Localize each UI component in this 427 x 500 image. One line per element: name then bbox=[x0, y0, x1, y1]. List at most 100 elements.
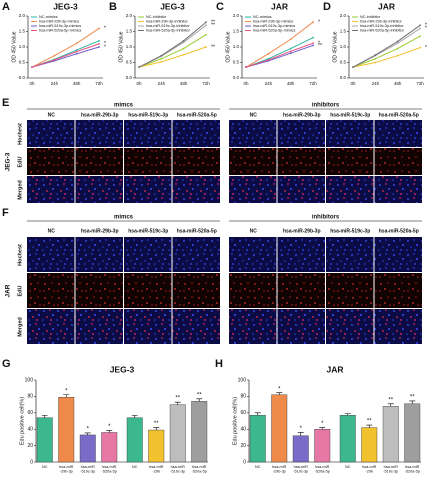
significance: ** bbox=[211, 20, 215, 26]
x-tick-label: 0h bbox=[350, 81, 356, 86]
panel-letter: A bbox=[2, 1, 10, 13]
row-label: EdU bbox=[17, 285, 23, 296]
legend-label: hsa-miR-520a-5p-mimics bbox=[39, 29, 82, 33]
micrograph bbox=[172, 273, 220, 308]
y-tick-label: 1.0 bbox=[126, 44, 133, 49]
column-label: NC bbox=[250, 228, 258, 234]
point bbox=[160, 54, 163, 57]
point bbox=[396, 54, 399, 57]
legend-label: NC-inhibitor bbox=[146, 15, 167, 19]
chart-title: JEG-3 bbox=[160, 1, 185, 11]
chart-title: JAR bbox=[271, 1, 288, 11]
column-label: hsa-miR-519c-3p bbox=[128, 228, 168, 234]
micrograph bbox=[326, 237, 374, 272]
micrograph bbox=[124, 237, 172, 272]
line bbox=[31, 40, 100, 68]
y-tick-label: 80 bbox=[240, 394, 246, 400]
micrograph bbox=[326, 309, 374, 344]
point bbox=[75, 49, 78, 51]
bar bbox=[79, 434, 96, 463]
legend-label: NC-mimics bbox=[39, 15, 58, 19]
micrograph bbox=[326, 176, 374, 203]
bar bbox=[382, 406, 399, 463]
x-tick-label: hsa-miR -29b-3p bbox=[272, 465, 286, 474]
legend-label: hsa-miR-519c-3p-inhibitor bbox=[146, 24, 190, 28]
x-tick-label: NC bbox=[132, 465, 138, 469]
error-bar bbox=[297, 432, 304, 436]
error-bar bbox=[196, 398, 203, 402]
significance: ** bbox=[154, 421, 159, 427]
point bbox=[98, 39, 100, 42]
line bbox=[138, 21, 207, 68]
panel-letter: F bbox=[2, 207, 9, 219]
micrograph bbox=[75, 148, 123, 175]
group-label: mimcs bbox=[114, 215, 134, 221]
micrograph bbox=[374, 120, 422, 147]
significance: * bbox=[321, 421, 324, 427]
y-tick-label: 0.0 bbox=[233, 75, 240, 80]
x-tick-label: 72h bbox=[309, 81, 317, 86]
y-axis-label: OD 450 Value bbox=[225, 31, 231, 62]
legend-label: hsa-miR-519c-3p-inhibitor bbox=[360, 24, 404, 28]
y-axis-label: Edu positive cell(%) bbox=[232, 397, 238, 445]
y-tick-label: 0.0 bbox=[126, 75, 133, 80]
y-tick-label: 0.0 bbox=[340, 75, 347, 80]
point bbox=[205, 21, 207, 24]
column-label: hsa-miR-520a-5p bbox=[379, 112, 419, 118]
micrograph bbox=[75, 273, 123, 308]
y-tick-label: 2.0 bbox=[126, 13, 133, 18]
micrograph bbox=[172, 237, 220, 272]
significance: ** bbox=[211, 44, 215, 50]
micrograph bbox=[75, 176, 123, 203]
y-tick-label: 1.5 bbox=[19, 29, 26, 34]
point bbox=[352, 66, 354, 69]
point bbox=[205, 46, 207, 48]
micrograph bbox=[326, 120, 374, 147]
bar bbox=[339, 415, 356, 463]
significance: ** bbox=[175, 396, 180, 402]
micrograph bbox=[229, 148, 277, 175]
column-label: hsa-miR-519c-3p bbox=[330, 112, 370, 118]
row-label: Hochest bbox=[17, 244, 23, 266]
bar bbox=[148, 429, 165, 463]
y-tick-label: 2.0 bbox=[233, 13, 240, 18]
y-tick-label: 2.0 bbox=[340, 13, 347, 18]
line bbox=[352, 24, 421, 68]
error-bar bbox=[254, 412, 261, 416]
x-tick-label: hsa-miR -519c-3p bbox=[383, 465, 398, 474]
x-tick-label: hsa-miR -520a-5p bbox=[102, 465, 117, 474]
panel-letter: D bbox=[323, 1, 331, 13]
y-tick-label: 1.0 bbox=[340, 44, 347, 49]
point bbox=[289, 38, 292, 41]
micrograph bbox=[277, 120, 325, 147]
point bbox=[289, 50, 292, 53]
bar bbox=[292, 435, 309, 463]
legend-label: NC-mimics bbox=[253, 15, 272, 19]
point bbox=[75, 52, 78, 55]
point bbox=[419, 27, 421, 30]
panel-letter: H bbox=[215, 358, 223, 370]
legend-label: hsa-miR-520a-5p-inhibitor bbox=[146, 29, 191, 33]
legend-label: hsa-miR-520a-5p-inhibitor bbox=[360, 29, 405, 33]
point bbox=[419, 24, 421, 27]
legend-label: hsa-miR-29b-3p-inhibitor bbox=[360, 20, 403, 24]
micrograph bbox=[229, 237, 277, 272]
micrograph bbox=[172, 148, 220, 175]
significance: * bbox=[104, 44, 106, 50]
x-tick-label: 72h bbox=[95, 81, 103, 86]
significance: * bbox=[318, 41, 320, 47]
error-bar bbox=[366, 424, 373, 428]
error-bar bbox=[41, 414, 48, 418]
x-tick-label: 48h bbox=[287, 81, 295, 86]
point bbox=[53, 54, 56, 57]
bar bbox=[101, 432, 118, 463]
chart-title: JEG-3 bbox=[110, 364, 135, 374]
column-label: hsa-miR-520a-5p bbox=[177, 112, 217, 118]
x-tick-label: NC bbox=[345, 465, 351, 469]
y-tick-label: 2.0 bbox=[19, 13, 26, 18]
x-tick-label: hsa-miR -519c-3p bbox=[170, 465, 185, 474]
legend-label: hsa-miR-519c-3p-mimics bbox=[39, 24, 81, 28]
row-label: Merged bbox=[17, 317, 23, 337]
micrograph bbox=[27, 237, 75, 272]
